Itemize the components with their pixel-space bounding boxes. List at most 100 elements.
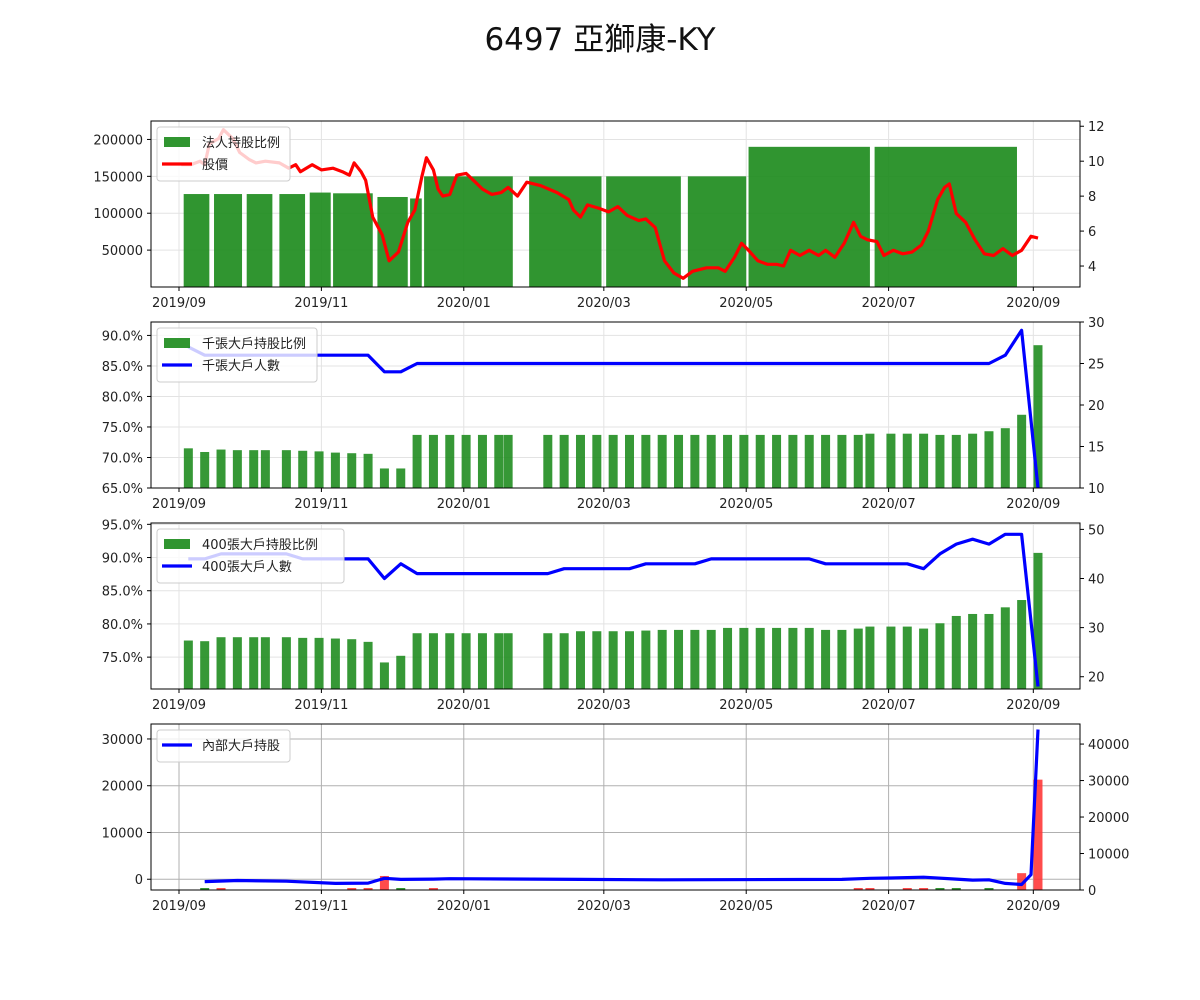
bar	[298, 450, 308, 488]
bar	[772, 627, 782, 689]
bar	[183, 448, 193, 488]
legend-label: 400張大戶持股比例	[202, 538, 318, 553]
xtick-label: 2020/05	[719, 698, 773, 713]
bar	[788, 627, 798, 689]
bar	[249, 637, 259, 689]
xtick-label: 2019/09	[152, 899, 206, 914]
bar	[1017, 873, 1027, 890]
xtick-label: 2019/11	[294, 296, 348, 311]
xtick-label: 2020/09	[1006, 698, 1060, 713]
bar	[755, 627, 765, 689]
bar	[641, 434, 651, 488]
ytick-right-label: 10	[1088, 155, 1105, 170]
bar	[216, 449, 226, 488]
legend-swatch-bar	[164, 338, 190, 348]
bar	[723, 627, 733, 689]
bar	[755, 434, 765, 488]
ytick-left-label: 75.0%	[102, 421, 143, 436]
axes-frame	[150, 522, 1081, 690]
bar	[874, 146, 1017, 287]
ytick-left-label: 85.0%	[102, 360, 143, 375]
ytick-left-label: 200000	[93, 133, 143, 148]
bar	[249, 450, 259, 488]
bar	[951, 434, 961, 488]
xtick-label: 2020/09	[1006, 899, 1060, 914]
ytick-left-label: 90.0%	[102, 552, 143, 567]
bar	[379, 662, 389, 689]
legend-label: 400張大戶人數	[202, 560, 292, 575]
bar	[951, 888, 961, 890]
bar	[330, 638, 340, 689]
bar	[347, 888, 357, 890]
ytick-right-label: 10	[1088, 482, 1105, 497]
bar	[232, 637, 242, 689]
ytick-right-label: 30	[1088, 316, 1105, 331]
legend-label: 內部大戶持股	[202, 739, 280, 754]
bar	[575, 434, 585, 488]
bar	[1033, 345, 1043, 488]
bar	[674, 434, 684, 488]
ytick-right-label: 12	[1088, 120, 1105, 135]
bar	[314, 637, 324, 689]
bar	[428, 888, 438, 890]
ytick-right-label: 15	[1088, 441, 1105, 456]
bar	[494, 434, 504, 488]
ytick-right-label: 40	[1088, 572, 1105, 587]
xtick-label: 2020/01	[437, 296, 491, 311]
xtick-label: 2020/01	[437, 899, 491, 914]
xtick-label: 2020/07	[862, 698, 916, 713]
ytick-right-label: 20	[1088, 399, 1105, 414]
bar	[260, 450, 270, 488]
bar	[363, 453, 373, 488]
panel-4: 0 10000 20000 30000 0 10000 20000 30000 40000 201…	[102, 723, 1129, 914]
bar	[396, 655, 406, 689]
bar	[723, 434, 733, 488]
xtick-label: 2019/09	[152, 497, 206, 512]
legend-box	[156, 528, 345, 584]
bar	[559, 633, 569, 689]
panel-2: 65.0% 70.0% 75.0% 80.0% 85.0% 90.0% 10 15 20 25 30…	[102, 316, 1105, 512]
bar	[232, 450, 242, 488]
bar	[412, 434, 422, 488]
bar	[951, 615, 961, 689]
xtick-label: 2020/05	[719, 899, 773, 914]
xtick-label: 2019/11	[294, 497, 348, 512]
bar	[641, 630, 651, 689]
bar	[200, 641, 210, 689]
legend-label: 股價	[202, 158, 228, 173]
bar	[281, 450, 291, 488]
bar	[428, 633, 438, 689]
legend-label: 千張大戶持股比例	[202, 337, 306, 352]
xtick-label: 2019/11	[294, 698, 348, 713]
ytick-right-label: 10000	[1088, 848, 1129, 863]
ytick-left-label: 100000	[93, 207, 143, 222]
xtick-label: 2020/03	[577, 899, 631, 914]
bar	[347, 453, 357, 488]
xtick-label: 2020/01	[437, 698, 491, 713]
bar	[281, 637, 291, 689]
bar	[902, 626, 912, 689]
bar	[216, 637, 226, 689]
bar	[298, 637, 308, 689]
bar	[837, 629, 847, 689]
series-line	[204, 729, 1040, 887]
bar	[1000, 428, 1010, 488]
bar	[865, 888, 875, 890]
xtick-label: 2020/09	[1006, 497, 1060, 512]
bar	[216, 888, 226, 890]
bar	[379, 875, 389, 890]
bar	[748, 146, 870, 287]
bar	[347, 639, 357, 689]
bar	[200, 888, 210, 890]
bar	[379, 468, 389, 488]
axes-frame	[150, 120, 1081, 288]
bar	[559, 434, 569, 488]
legend-box	[156, 327, 318, 383]
bar	[396, 888, 406, 890]
panel-3: 75.0% 80.0% 85.0% 90.0% 95.0% 20 30 40 50 2019/09…	[102, 518, 1105, 713]
panel-1: 50000 100000 150000 200000 4 6 8 10 12 2019/09 201…	[93, 120, 1104, 311]
bar	[333, 193, 373, 287]
ytick-right-label: 30000	[1088, 775, 1129, 790]
ytick-right-label: 20	[1088, 671, 1105, 686]
